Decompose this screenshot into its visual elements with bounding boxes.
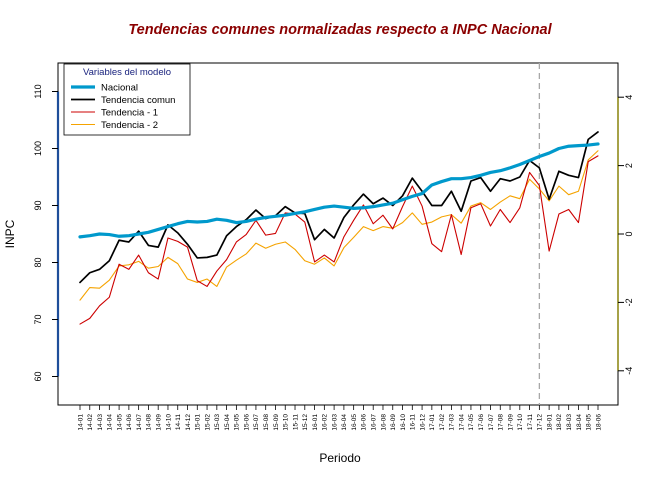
x-tick-label: 15-06: [243, 414, 250, 431]
y2-tick-label: 4: [624, 95, 634, 100]
x-tick-label: 16-01: [312, 414, 319, 431]
y-tick-label: 80: [33, 257, 43, 267]
x-tick-label: 14-04: [107, 414, 114, 431]
x-tick-label: 17-04: [458, 414, 465, 431]
x-tick-label: 17-01: [429, 414, 436, 431]
x-tick-label: 14-07: [136, 414, 143, 431]
x-tick-label: 16-10: [400, 414, 407, 431]
x-tick-label: 14-05: [116, 414, 123, 431]
x-axis-label: Periodo: [319, 451, 361, 465]
x-tick-label: 17-02: [439, 414, 446, 431]
y2-tick-label: 0: [624, 231, 634, 236]
x-tick-label: 15-03: [214, 414, 221, 431]
x-axis: 14-01 14-02 14-03 14-04 14-05 14-06 14-07 14-08…: [77, 405, 602, 431]
x-tick-label: 14-06: [126, 414, 133, 431]
x-tick-label: 14-12: [185, 414, 192, 431]
series-line-nacional: [78, 142, 600, 239]
chart-title: Tendencias comunes normalizadas respecto…: [128, 22, 552, 38]
x-tick-label: 14-11: [175, 414, 182, 431]
series-line-tendencia-2: [79, 150, 599, 301]
x-tick-label: 14-08: [146, 414, 153, 431]
x-tick-label: 18-04: [576, 414, 583, 431]
x-tick-label: 15-09: [273, 414, 280, 431]
x-tick-label: 14-02: [87, 414, 94, 431]
legend-item-label: Tendencia comun: [101, 95, 175, 106]
x-tick-label: 17-12: [537, 414, 544, 431]
x-tick-label: 14-01: [77, 414, 84, 431]
x-tick-label: 18-05: [586, 414, 593, 431]
y-axis-left: 60 70 80 90 100 110: [33, 84, 60, 382]
y2-tick-label: -4: [624, 367, 634, 375]
x-tick-label: 17-09: [507, 414, 514, 431]
x-tick-label: 17-11: [527, 414, 534, 431]
x-tick-label: 15-08: [263, 414, 270, 431]
x-tick-label: 18-03: [566, 414, 573, 431]
y-tick-label: 60: [33, 371, 43, 381]
x-tick-label: 16-04: [341, 414, 348, 431]
x-tick-label: 16-12: [419, 414, 426, 431]
x-tick-label: 17-08: [498, 414, 505, 431]
x-tick-label: 17-06: [478, 414, 485, 431]
y-tick-label: 100: [33, 141, 43, 156]
x-tick-label: 15-02: [204, 414, 211, 431]
x-tick-label: 15-12: [302, 414, 309, 431]
y-axis-label: INPC: [3, 219, 17, 248]
x-tick-label: 18-01: [546, 414, 553, 431]
x-tick-label: 16-06: [361, 414, 368, 431]
x-tick-label: 15-05: [234, 414, 241, 431]
x-tick-label: 15-01: [195, 414, 202, 431]
x-tick-label: 14-10: [165, 414, 172, 431]
y2-tick-label: -2: [624, 298, 634, 306]
x-tick-label: 16-03: [331, 414, 338, 431]
x-tick-label: 16-02: [322, 414, 329, 431]
x-tick-label: 17-10: [517, 414, 524, 431]
x-tick-label: 15-10: [283, 414, 290, 431]
x-tick-label: 15-11: [292, 414, 299, 431]
y-tick-label: 90: [33, 200, 43, 210]
x-tick-label: 17-05: [468, 414, 475, 431]
y-axis-right: -4 -2 0 2 4: [617, 95, 634, 375]
x-tick-label: 15-04: [224, 414, 231, 431]
x-tick-label: 17-03: [449, 414, 456, 431]
legend-item-label: Tendencia - 1: [101, 108, 158, 119]
x-tick-label: 16-05: [351, 414, 358, 431]
x-tick-label: 18-06: [595, 414, 602, 431]
x-tick-label: 17-07: [488, 414, 495, 431]
x-tick-label: 16-11: [410, 414, 417, 431]
y-tick-label: 70: [33, 314, 43, 324]
x-tick-label: 16-09: [390, 414, 397, 431]
x-tick-label: 15-07: [253, 414, 260, 431]
legend-title: Variables del modelo: [83, 67, 171, 78]
x-tick-label: 18-02: [556, 414, 563, 431]
y2-tick-label: 2: [624, 163, 634, 168]
x-tick-label: 14-09: [155, 414, 162, 431]
x-tick-label: 14-03: [97, 414, 104, 431]
legend-item-label: Nacional: [101, 83, 138, 94]
x-tick-label: 16-07: [371, 414, 378, 431]
y-tick-label: 110: [33, 84, 43, 98]
x-tick-label: 16-08: [380, 414, 387, 431]
series-line-tendencia-1: [79, 155, 599, 325]
series-layer: [78, 131, 600, 325]
legend-item-label: Tendencia - 2: [101, 120, 158, 131]
